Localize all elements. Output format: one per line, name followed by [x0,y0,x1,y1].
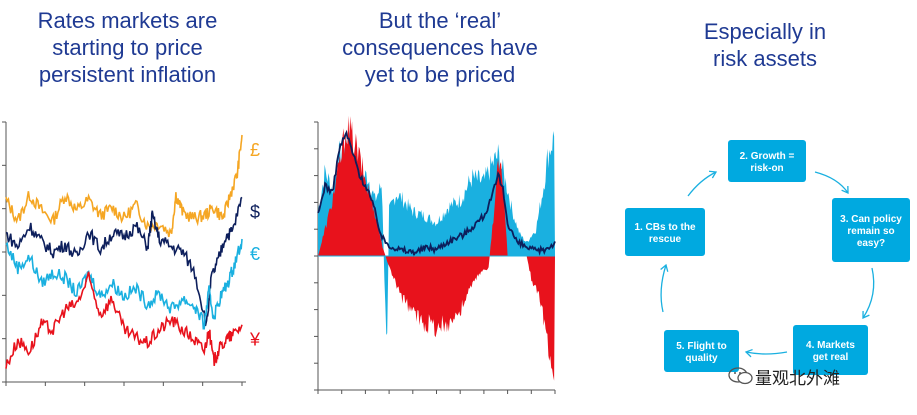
node-box [793,325,868,375]
chart1-series-line [5,271,243,369]
chart1-title-line-3: persistent inflation [38,62,217,87]
node-label: get real [813,352,849,363]
chart2 [314,115,556,394]
node-label: remain so [847,226,894,237]
cycle-arrow-head [708,170,718,179]
node-growth-risk-on: 2. Growth =risk-on [728,140,806,182]
node-label: quality [685,353,718,364]
wechat-icon [728,367,753,385]
chart2-title-line-3: yet to be priced [364,62,516,87]
cycle-title: Especially in risk assets [620,18,910,72]
cycle-arrow-line [862,267,875,319]
watermark-text: 量观北外滩 [755,369,840,388]
cycle-arrow-line [660,264,667,313]
cycle-arrow-head [862,310,870,320]
chart1-series-label: ¥ [249,330,261,350]
cycle-title-line-1: Especially in [703,19,827,44]
cycle-title-line-2: risk assets [713,46,817,71]
node-label: rescue [649,234,682,245]
cycle-arrow-head [660,263,669,272]
cycle-arrow [687,170,718,197]
chart1-series-label: $ [250,202,260,222]
node-box [625,208,705,256]
node-box [728,140,806,182]
cycle-arrow [660,263,669,313]
chart2-title-line-2: consequences have [342,35,538,60]
node-label: 2. Growth = [740,151,795,162]
chart1-series-line [5,134,243,238]
cycle-arrow [744,348,788,358]
node-label: 3. Can policy [840,214,902,225]
node-box [664,330,739,372]
chart1-title: Rates markets are starting to price pers… [0,7,255,88]
cycle-arrow-line [814,171,849,194]
node-label: 5. Flight to [676,341,727,352]
node-label: 4. Markets [806,340,855,351]
chart2-line-series [317,129,556,258]
chart2-title: But the ‘real’ consequences have yet to … [305,7,575,88]
chart1: £ $ € ¥ [2,121,261,386]
cycle-arrow-line [745,351,788,355]
cycle-arrow-head [841,185,849,195]
chart2-title-line-1: But the ‘real’ [378,8,502,33]
node-box [832,198,910,262]
chart1-series-line [5,238,243,330]
node-label: easy? [857,238,885,249]
cycle-arrow-head [744,348,753,358]
chart1-title-line-1: Rates markets are [37,8,218,33]
chart1-series-line [5,196,243,327]
chart1-title-line-2: starting to price [52,35,203,60]
chart1-series-label: £ [250,140,260,160]
cycle-arrow-line [687,171,717,197]
chart2-area-series [318,115,555,381]
node-label: 1. CBs to the [634,222,696,233]
node-label: risk-on [750,163,783,174]
cycle-arrow [862,267,875,320]
chart1-series-label: € [250,244,260,264]
cycle-arrow [814,171,849,195]
